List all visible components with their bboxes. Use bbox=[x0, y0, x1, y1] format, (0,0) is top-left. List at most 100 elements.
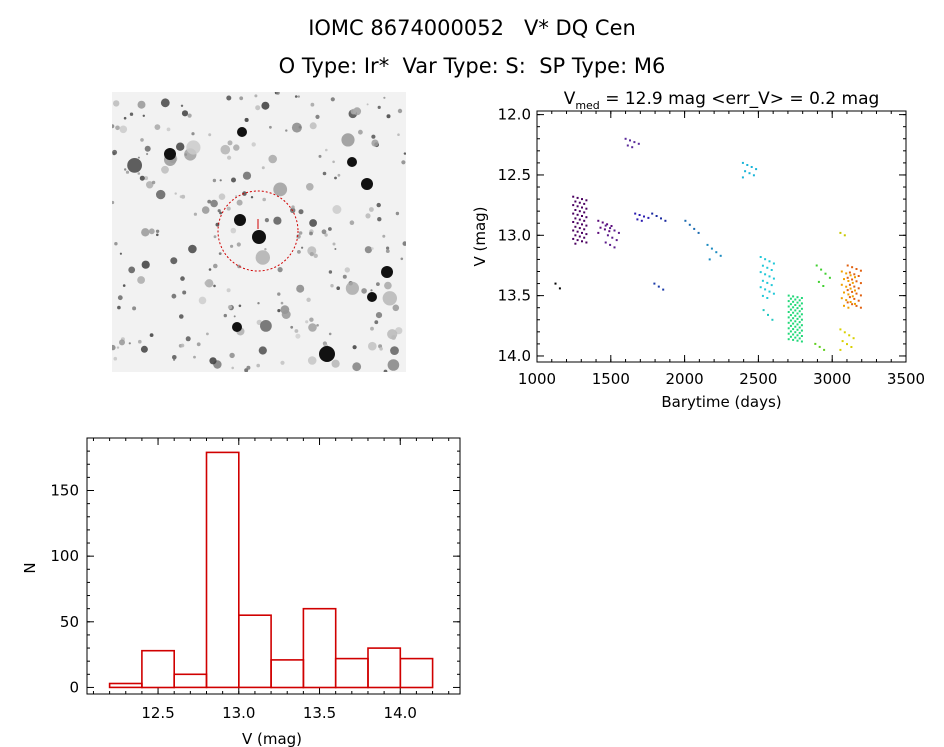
data-point bbox=[768, 290, 771, 293]
data-point bbox=[853, 285, 856, 288]
star-mark bbox=[361, 288, 367, 294]
star-mark bbox=[129, 112, 134, 116]
star-mark bbox=[400, 257, 404, 261]
data-point bbox=[798, 331, 801, 334]
data-point bbox=[851, 290, 854, 293]
star-mark bbox=[371, 139, 379, 147]
data-point bbox=[634, 212, 637, 215]
star-mark bbox=[296, 284, 305, 293]
star-mark bbox=[154, 124, 161, 130]
star-mark bbox=[307, 246, 317, 256]
data-point bbox=[843, 304, 845, 307]
y-tick-label: 0 bbox=[69, 678, 79, 696]
data-point bbox=[574, 234, 577, 237]
data-point bbox=[814, 342, 817, 345]
star-mark bbox=[368, 341, 377, 351]
star-mark bbox=[306, 297, 311, 302]
star-mark bbox=[149, 333, 154, 337]
star-mark bbox=[276, 91, 280, 95]
star-mark bbox=[160, 98, 170, 108]
star-mark bbox=[390, 346, 399, 355]
star-mark bbox=[294, 329, 299, 333]
data-point bbox=[759, 286, 762, 289]
data-point bbox=[613, 246, 616, 249]
data-point bbox=[851, 295, 854, 298]
star-mark bbox=[181, 110, 189, 117]
star-mark bbox=[322, 171, 327, 176]
data-point bbox=[764, 273, 767, 276]
histogram-bar bbox=[205, 451, 240, 689]
star-mark bbox=[182, 290, 187, 295]
star-mark bbox=[137, 156, 140, 159]
star-mark bbox=[308, 323, 317, 332]
x-tick-label: 1000 bbox=[518, 370, 556, 388]
star-mark bbox=[233, 315, 236, 318]
data-point bbox=[792, 317, 795, 320]
star-mark bbox=[334, 176, 337, 180]
star-mark bbox=[125, 170, 130, 174]
bright-star-mark bbox=[237, 127, 247, 137]
bright-star-mark bbox=[234, 214, 246, 226]
data-point bbox=[855, 304, 858, 307]
star-mark bbox=[309, 219, 317, 227]
data-point bbox=[624, 137, 627, 140]
star-mark bbox=[210, 199, 218, 208]
star-mark bbox=[112, 149, 118, 155]
data-point bbox=[820, 268, 823, 271]
star-mark bbox=[397, 108, 403, 114]
data-point bbox=[849, 274, 852, 277]
star-mark bbox=[155, 229, 160, 233]
bright-star-mark bbox=[164, 148, 176, 160]
data-point bbox=[846, 343, 848, 346]
x-tick-label: 13.5 bbox=[303, 704, 336, 722]
star-mark bbox=[365, 213, 371, 219]
star-mark bbox=[297, 95, 300, 98]
data-point bbox=[854, 289, 856, 292]
star-mark bbox=[138, 339, 142, 344]
star-mark bbox=[301, 246, 304, 249]
star-mark bbox=[113, 100, 120, 107]
data-point bbox=[770, 269, 773, 271]
data-point bbox=[853, 297, 856, 300]
data-point bbox=[576, 196, 579, 199]
star-mark bbox=[176, 142, 185, 151]
star-mark bbox=[331, 359, 340, 368]
data-point bbox=[800, 297, 803, 299]
star-mark bbox=[321, 229, 327, 235]
data-point bbox=[840, 283, 843, 286]
star-mark bbox=[313, 253, 318, 258]
data-point bbox=[839, 328, 842, 331]
data-point bbox=[597, 231, 600, 234]
star-mark bbox=[236, 242, 241, 247]
star-mark bbox=[366, 103, 369, 106]
y-axis-label: N bbox=[21, 562, 39, 573]
data-point bbox=[581, 240, 583, 243]
star-mark bbox=[257, 302, 260, 305]
histogram-panel: 12.5 13.0 13.5 14.0 0 50 100 150 V (mag) N bbox=[21, 437, 461, 747]
data-point bbox=[684, 219, 687, 222]
data-point bbox=[578, 201, 581, 204]
star-mark bbox=[227, 305, 233, 310]
data-point bbox=[640, 219, 643, 222]
star-mark bbox=[144, 176, 149, 181]
data-point bbox=[849, 301, 852, 303]
star-mark bbox=[370, 326, 374, 331]
star-mark bbox=[233, 144, 240, 151]
data-point bbox=[767, 313, 769, 316]
data-point bbox=[572, 212, 575, 215]
data-point bbox=[768, 275, 771, 278]
data-point bbox=[715, 251, 718, 254]
star-mark bbox=[188, 244, 197, 254]
star-mark bbox=[337, 173, 341, 177]
y-axis-label: V (mag) bbox=[471, 206, 489, 266]
data-point bbox=[789, 319, 792, 322]
data-point bbox=[583, 228, 586, 231]
star-mark bbox=[146, 152, 149, 156]
star-mark bbox=[212, 178, 217, 183]
data-point bbox=[787, 300, 790, 303]
data-point bbox=[583, 202, 586, 205]
data-point bbox=[604, 224, 607, 227]
star-mark bbox=[201, 206, 210, 214]
data-point bbox=[558, 287, 561, 290]
star-mark bbox=[230, 227, 237, 234]
